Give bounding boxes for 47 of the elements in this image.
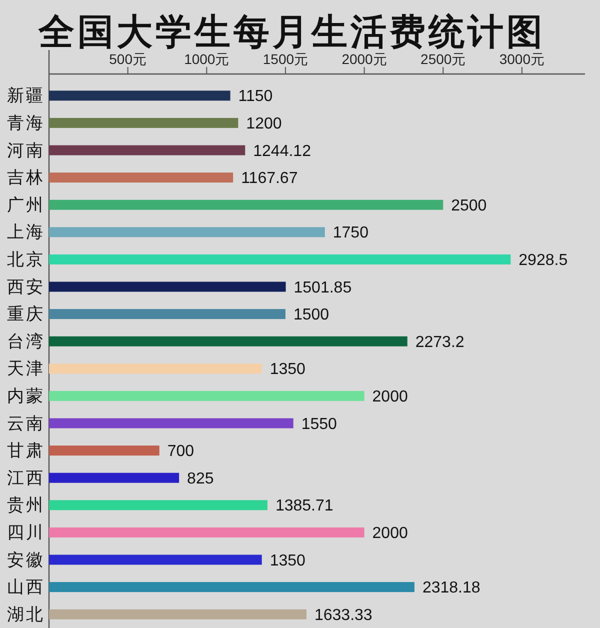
y-tick-label: 贵州 [7, 496, 45, 515]
y-tick-label: 安徽 [7, 550, 45, 570]
y-tick-label: 重庆 [7, 304, 45, 324]
y-tick-label: 河南 [7, 140, 45, 160]
y-tick-label: 上海 [7, 222, 45, 242]
data-label: 1385.71 [275, 498, 334, 515]
data-label: 2500 [451, 197, 487, 214]
y-tick-label: 青海 [7, 113, 45, 132]
x-tick-label: 2500元 [420, 51, 466, 67]
data-label: 1750 [332, 224, 369, 242]
x-tick-label: 1500元 [262, 51, 308, 67]
y-tick-label: 甘肃 [7, 441, 45, 460]
data-label: 2318.18 [422, 580, 480, 597]
data-label: 2273.2 [415, 334, 464, 351]
data-label: 1244.12 [253, 142, 312, 160]
data-label: 700 [167, 443, 194, 460]
y-tick-label: 新疆 [7, 86, 45, 106]
y-tick-label: 台湾 [7, 332, 45, 351]
y-tick-label: 广州 [7, 195, 45, 214]
y-tick-label: 北京 [7, 250, 45, 269]
x-tick-label: 2000元 [342, 51, 387, 67]
y-tick-label: 湖北 [7, 604, 45, 624]
x-tick-label: 500元 [109, 51, 147, 67]
data-label: 2000 [372, 388, 408, 406]
data-label: 1350 [270, 361, 306, 378]
data-label: 2000 [372, 524, 408, 542]
y-tick-label: 四川 [7, 522, 45, 542]
y-tick-label: 吉林 [7, 168, 45, 188]
x-tick-label: 1000元 [184, 51, 230, 67]
y-tick-label: 江西 [7, 468, 45, 488]
data-label: 825 [187, 470, 214, 488]
title: 全国大学生每月生活费统计图 [38, 11, 546, 52]
data-label: 1550 [301, 416, 338, 433]
data-label: 1350 [270, 552, 306, 570]
x-tick-label: 3000元 [499, 51, 545, 67]
y-tick-label: 山西 [7, 578, 45, 597]
y-tick-label: 天津 [7, 359, 45, 378]
data-label: 1150 [238, 88, 273, 106]
y-tick-label: 云南 [7, 414, 45, 433]
data-label: 1633.33 [314, 606, 372, 624]
data-label: 2928.5 [518, 252, 568, 269]
data-label: 1167.67 [241, 170, 298, 188]
data-label: 1200 [246, 115, 282, 132]
data-label: 1500 [293, 306, 330, 324]
data-label: 1501.85 [294, 279, 352, 296]
y-tick-label: 内蒙 [7, 386, 45, 406]
y-tick-label: 西安 [7, 277, 45, 296]
